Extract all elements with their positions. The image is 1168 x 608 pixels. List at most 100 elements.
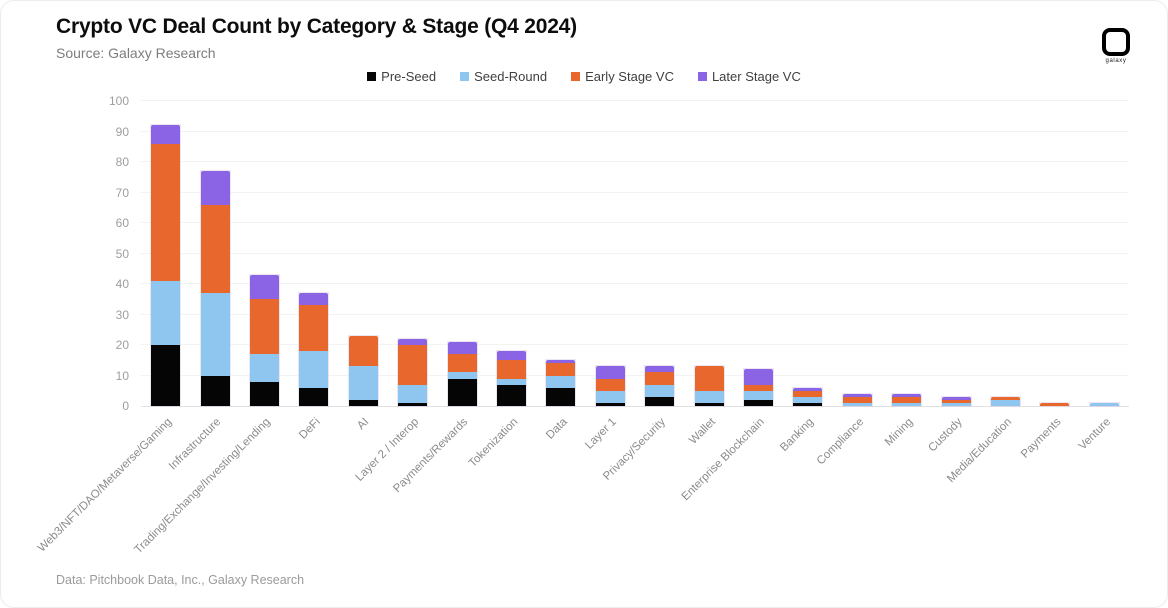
gridline bbox=[141, 374, 1129, 376]
bar-segment-early-stage-vc bbox=[744, 384, 773, 391]
data-credit: Data: Pitchbook Data, Inc., Galaxy Resea… bbox=[56, 573, 305, 587]
bar-segment-later-stage-vc bbox=[200, 171, 230, 205]
galaxy-logo-icon bbox=[1102, 28, 1130, 56]
bar-segment-seed-round bbox=[250, 354, 279, 382]
gridline bbox=[141, 313, 1129, 315]
bar-segment-seed-round bbox=[793, 396, 823, 403]
stacked-bar-custody bbox=[940, 395, 972, 408]
bar-segment-seed-round bbox=[398, 384, 428, 403]
bar-segment-seed-round bbox=[151, 280, 181, 345]
legend-label-pre-seed: Pre-Seed bbox=[381, 69, 437, 84]
x-axis: Web3/NFT/DAO/Metaverse/Gaming Infrastruct… bbox=[36, 406, 1129, 576]
y-tick-label: 80 bbox=[115, 155, 129, 169]
x-axis-label: Custody bbox=[926, 416, 965, 455]
x-axis-label: AI bbox=[355, 416, 372, 433]
y-tick-label: 30 bbox=[115, 307, 129, 322]
gridline bbox=[141, 100, 1129, 101]
stacked-bar-payments bbox=[1039, 401, 1071, 408]
legend-marker-seed-round bbox=[460, 72, 470, 81]
legend-item-early-stage-vc: Early Stage VC bbox=[571, 69, 674, 84]
galaxy-logo-text: galaxy bbox=[1105, 58, 1127, 64]
stacked-bar-privacy-security bbox=[644, 365, 676, 407]
stacked-bar-venture bbox=[1088, 401, 1120, 408]
x-axis-label: Mining bbox=[882, 416, 916, 449]
legend-item-later-stage-vc: Later Stage VC bbox=[697, 69, 801, 84]
bar-segment-seed-round bbox=[1089, 402, 1119, 406]
bar-segment-later-stage-vc bbox=[892, 393, 922, 397]
bar-segment-early-stage-vc bbox=[250, 299, 279, 355]
gridline bbox=[141, 191, 1129, 193]
legend-label-later-stage-vc: Later Stage VC bbox=[711, 69, 801, 84]
x-axis-label: Payments bbox=[1018, 416, 1064, 461]
x-axis-label: Data bbox=[543, 416, 570, 442]
bar-segment-early-stage-vc bbox=[892, 396, 922, 403]
legend-marker-later-stage-vc bbox=[697, 72, 707, 81]
source-subtitle: Source: Galaxy Research bbox=[56, 45, 216, 61]
bar-segment-pre-seed bbox=[200, 375, 230, 406]
bar-segment-later-stage-vc bbox=[793, 387, 823, 391]
bar-segment-early-stage-vc bbox=[842, 396, 872, 403]
bar-segment-early-stage-vc bbox=[595, 378, 625, 391]
stacked-bar-mining bbox=[891, 392, 923, 408]
gridline bbox=[141, 222, 1129, 223]
bar-segment-early-stage-vc bbox=[200, 204, 230, 294]
bar-segment-pre-seed bbox=[595, 402, 625, 406]
gridline bbox=[141, 130, 1129, 132]
bar-segment-later-stage-vc bbox=[398, 338, 428, 346]
galaxy-logo: galaxy bbox=[1092, 28, 1140, 64]
gridline bbox=[141, 252, 1129, 254]
bar-segment-seed-round bbox=[744, 390, 773, 400]
x-axis-label: Venture bbox=[1076, 416, 1113, 453]
x-axis-label: Compliance bbox=[814, 416, 866, 468]
bar-segment-later-stage-vc bbox=[250, 274, 279, 300]
stacked-bar-trading-exchange-investing-lending bbox=[249, 273, 280, 408]
bar-segment-pre-seed bbox=[793, 402, 823, 406]
stacked-bar-payments-rewards bbox=[446, 340, 478, 408]
bar-segment-seed-round bbox=[645, 384, 675, 397]
y-tick-label: 100 bbox=[108, 94, 129, 108]
stacked-bar-data bbox=[545, 359, 577, 407]
x-axis-label: Banking bbox=[778, 416, 817, 454]
bar-segment-seed-round bbox=[200, 293, 230, 376]
y-tick-label: 20 bbox=[115, 338, 129, 352]
x-axis-label: Wallet bbox=[686, 416, 718, 447]
bar-segment-early-stage-vc bbox=[398, 345, 428, 385]
gridline bbox=[141, 283, 1129, 284]
bar-segment-pre-seed bbox=[447, 378, 477, 406]
stacked-bar-banking bbox=[792, 386, 824, 408]
bar-segment-seed-round bbox=[546, 375, 576, 388]
bar-segment-seed-round bbox=[991, 399, 1020, 406]
bar-segment-pre-seed bbox=[151, 345, 181, 406]
x-axis-label: DeFi bbox=[296, 416, 323, 442]
stacked-bar-layer-1 bbox=[594, 365, 626, 407]
y-tick-label: 50 bbox=[115, 246, 129, 261]
stacked-bar-tokenization bbox=[496, 350, 527, 407]
gridline bbox=[141, 161, 1129, 162]
stacked-bar-media-education bbox=[990, 395, 1021, 408]
legend-label-seed-round: Seed-Round bbox=[474, 69, 548, 84]
gridline bbox=[141, 344, 1129, 345]
bar-segment-seed-round bbox=[842, 402, 872, 406]
y-tick-label: 70 bbox=[115, 185, 129, 200]
x-axis-label: Layer 1 bbox=[583, 416, 619, 452]
stacked-bar-defi bbox=[298, 292, 330, 407]
bar-segment-later-stage-vc bbox=[299, 293, 329, 306]
bar-segment-seed-round bbox=[892, 402, 922, 406]
bar-segment-pre-seed bbox=[497, 384, 526, 406]
bar-segment-seed-round bbox=[447, 372, 477, 379]
bar-segment-later-stage-vc bbox=[842, 393, 872, 397]
bar-segment-seed-round bbox=[348, 366, 378, 400]
bar-segment-early-stage-vc bbox=[645, 372, 675, 385]
bar-segment-pre-seed bbox=[744, 399, 773, 406]
bar-segment-pre-seed bbox=[694, 402, 724, 406]
bar-segment-early-stage-vc bbox=[546, 363, 576, 376]
bar-segment-pre-seed bbox=[250, 381, 279, 406]
page-title: Crypto VC Deal Count by Category & Stage… bbox=[56, 15, 577, 38]
bar-segment-later-stage-vc bbox=[151, 125, 181, 144]
x-axis-label: Enterprise Blockchain bbox=[679, 416, 767, 504]
stacked-bar-layer-2-interop bbox=[397, 337, 429, 408]
bar-segment-later-stage-vc bbox=[497, 351, 526, 361]
bar-segment-later-stage-vc bbox=[744, 369, 773, 385]
legend-item-seed-round: Seed-Round bbox=[460, 69, 547, 84]
stacked-bar-web3-nft-dao-metaverse-gaming bbox=[150, 124, 182, 407]
